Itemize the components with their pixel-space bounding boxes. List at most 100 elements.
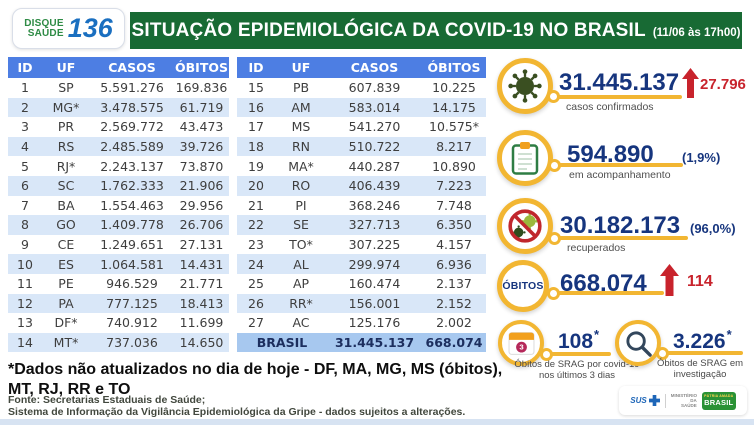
phone-number-136: 136 (67, 13, 113, 43)
table-cell: 11 (17, 276, 33, 292)
source-line1: Fonte: Secretarias Estaduais de Saúde; (8, 394, 206, 406)
table-cell: PB (292, 80, 310, 96)
table-cell: 10 (17, 256, 33, 272)
table-row: 2 MG* 3.478.575 61.719 (8, 97, 229, 118)
table-cell: BA (57, 197, 75, 213)
table-cell: GO (56, 217, 76, 233)
table-cell: 5.591.276 (100, 80, 164, 96)
table-cell: MT* (53, 335, 79, 351)
table-cell: 7.748 (436, 197, 472, 213)
table-cell: AM (291, 99, 311, 115)
table-cell: 39.726 (179, 139, 224, 155)
table-cell: 6 (21, 178, 29, 194)
confirmed-cases-delta: 27.796 (700, 76, 746, 93)
table-cell: 1.249.651 (100, 237, 164, 253)
srag-deaths-value: 108* (558, 327, 600, 353)
table-cell: 307.225 (348, 237, 401, 253)
monitoring-stat: 594.890 (1,9%) em acompanhamento (494, 128, 754, 194)
government-logos: SUS MINISTÉRIO DA SAÚDE PÁTRIA AMADA BRA… (619, 386, 747, 415)
connector-line (558, 95, 682, 99)
table-cell: 23 (248, 237, 264, 253)
table-row: 18 RN 510.722 8.217 (237, 136, 486, 157)
table-row: 20 RO 406.439 7.223 (237, 175, 486, 196)
table-cell: 668.074 (425, 335, 483, 351)
table-cell: 26.706 (179, 217, 224, 233)
table-cell: MA* (288, 158, 314, 174)
table-cell: 2.569.772 (100, 119, 164, 135)
confirmed-cases-stat: 31.445.137 27.796 casos confirmados (494, 56, 754, 128)
table-cell: SE (293, 217, 309, 233)
table-row: 16 AM 583.014 14.175 (237, 97, 486, 118)
table-cell: 7.223 (436, 178, 472, 194)
table-cell: 169.836 (175, 80, 228, 96)
table-cell: 10.225 (432, 80, 476, 96)
table-cell: SC (57, 178, 75, 194)
table-cell: 6.350 (436, 217, 472, 233)
table-cell: 777.125 (106, 295, 158, 311)
table-cell: 27 (248, 315, 264, 331)
table-cell: 19 (248, 158, 264, 174)
table-cell: 73.870 (179, 158, 224, 174)
table-cell: 2.002 (436, 315, 472, 331)
table-cell: ES (58, 256, 74, 272)
table-cell: 13 (17, 315, 33, 331)
deaths-stat: ÓBITOS 668.074 114 (494, 258, 754, 318)
title-timestamp: (11/06 às 17h00) (652, 26, 741, 39)
svg-text:3: 3 (519, 342, 524, 351)
table-cell: 43.473 (179, 119, 224, 135)
connector-line (559, 163, 683, 167)
table-cell: 11.699 (179, 315, 224, 331)
table-cell: 12 (17, 295, 33, 311)
column-header: ID (8, 57, 42, 78)
table-row: 15 PB 607.839 10.225 (237, 78, 486, 98)
obitos-badge-label: ÓBITOS (502, 280, 544, 292)
table-cell: 3.478.575 (100, 99, 164, 115)
table-row: 26 RR* 156.001 2.152 (237, 293, 486, 314)
asterisk: * (594, 327, 600, 342)
srag-investigation-value: 3.226* (673, 327, 732, 353)
footnote-line1: *Dados não atualizados no dia de hoje - … (8, 361, 503, 378)
asterisk: * (726, 327, 732, 342)
table-cell: 8 (21, 217, 29, 233)
patria-amada-brasil-logo: PÁTRIA AMADA BRASIL (701, 391, 736, 410)
source-note: Fonte: Secretarias Estaduais de Saúde; S… (8, 394, 608, 418)
table-cell: 440.287 (348, 158, 401, 174)
table-cell: 737.036 (106, 335, 158, 351)
table-row: 4 RS 2.485.589 39.726 (8, 136, 229, 157)
table-cell: 2.243.137 (100, 158, 164, 174)
magnifier-icon (615, 320, 661, 366)
table-cell: 20 (248, 178, 264, 194)
table-cell: BRASIL (256, 335, 308, 351)
table-cell: 2.485.589 (100, 139, 164, 155)
brasil-total-row: BRASIL 31.445.137 668.074 (237, 332, 486, 353)
table-cell: 22 (248, 217, 264, 233)
table-cell: MS (291, 119, 311, 135)
table-row: 9 CE 1.249.651 27.131 (8, 235, 229, 255)
table-cell: 14.650 (179, 335, 224, 351)
column-header: UF (42, 57, 90, 78)
table-row: 25 AP 160.474 2.137 (237, 274, 486, 294)
column-header: CASOS (90, 57, 174, 78)
table-cell: 9 (21, 237, 29, 253)
table-row: 6 SC 1.762.333 21.906 (8, 175, 229, 196)
table-cell: 1.762.333 (100, 178, 164, 194)
table-cell: AP (292, 276, 310, 292)
deaths-delta: 114 (687, 273, 713, 290)
recovered-label: recuperados (567, 242, 626, 254)
table-cell: 1.409.778 (100, 217, 164, 233)
table-cell: 2.152 (436, 295, 472, 311)
table-row: 19 MA* 440.287 10.890 (237, 156, 486, 176)
sus-logo: SUS (630, 395, 660, 406)
table-row: 17 MS 541.270 10.575* (237, 117, 486, 137)
table-row: 21 PI 368.246 7.748 (237, 196, 486, 216)
srag-deaths-label: Óbitos de SRAG por covid-19 nos últimos … (514, 359, 640, 381)
table-row: 13 DF* 740.912 11.699 (8, 313, 229, 333)
page-title: SITUAÇÃO EPIDEMIOLÓGICA DA COVID-19 NO B… (131, 19, 646, 41)
table-cell: 327.713 (348, 217, 401, 233)
table-cell: TO* (289, 237, 313, 253)
confirmed-cases-value: 31.445.137 (559, 69, 680, 96)
table-cell: 6.936 (436, 256, 472, 272)
disque-saude-logo: DISQUE SAÚDE 136 (12, 8, 125, 49)
table-row: 1 SP 5.591.276 169.836 (8, 78, 229, 98)
